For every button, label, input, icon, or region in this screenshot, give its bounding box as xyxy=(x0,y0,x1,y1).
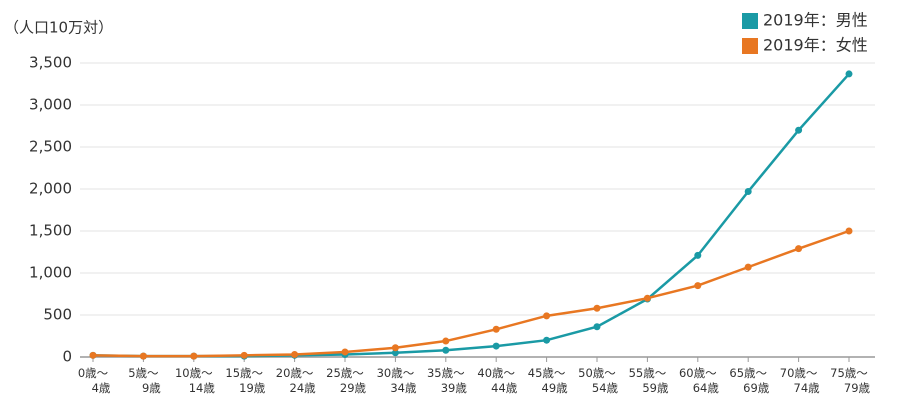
y-tick-label: 500 xyxy=(43,306,72,324)
y-tick-label: 2,500 xyxy=(29,138,72,156)
data-point xyxy=(593,323,601,331)
data-point xyxy=(391,349,399,357)
y-tick-label: 1,000 xyxy=(29,264,72,282)
series-line xyxy=(92,229,850,358)
x-tick-label: 5歳〜 9歳 xyxy=(128,366,161,395)
y-axis-label: （人口10万対） xyxy=(4,19,113,37)
x-tick-label: 35歳〜 39歳 xyxy=(427,366,467,395)
x-tick-label: 45歳〜 49歳 xyxy=(528,366,568,395)
data-point xyxy=(643,294,651,302)
data-point xyxy=(341,348,349,356)
data-point xyxy=(492,325,500,333)
x-tick-label: 60歳〜 64歳 xyxy=(679,366,719,395)
y-tick-label: 3,500 xyxy=(29,54,72,72)
data-point xyxy=(744,188,752,196)
x-tick-label: 50歳〜 54歳 xyxy=(578,366,618,395)
data-point xyxy=(694,251,702,259)
y-tick-label: 3,000 xyxy=(29,96,72,114)
data-point xyxy=(291,350,299,358)
x-tick-label: 55歳〜 59歳 xyxy=(629,366,669,395)
data-point xyxy=(139,352,147,360)
x-tick-label: 75歳〜 79歳 xyxy=(830,366,870,395)
data-point xyxy=(744,263,752,271)
data-point xyxy=(391,344,399,352)
data-point xyxy=(89,351,97,359)
data-point xyxy=(795,245,803,253)
x-tick-label: 30歳〜 34歳 xyxy=(377,366,417,395)
legend-swatch xyxy=(742,38,758,54)
y-tick-label: 0 xyxy=(62,348,72,366)
data-point xyxy=(492,342,500,350)
data-point xyxy=(845,70,853,78)
legend-label: 2019年：男性 xyxy=(763,11,868,30)
x-tick-label: 40歳〜 44歳 xyxy=(477,366,517,395)
data-point xyxy=(795,126,803,134)
x-tick-label: 70歳〜 74歳 xyxy=(780,366,820,395)
legend-swatch xyxy=(742,13,758,29)
data-point xyxy=(240,351,248,359)
data-point xyxy=(543,312,551,320)
data-point xyxy=(543,336,551,344)
x-tick-label: 15歳〜 19歳 xyxy=(225,366,265,395)
x-tick-label: 65歳〜 69歳 xyxy=(729,366,769,395)
y-tick-label: 2,000 xyxy=(29,180,72,198)
series-line xyxy=(92,73,850,358)
data-point xyxy=(845,227,853,235)
data-point xyxy=(442,337,450,345)
x-tick-label: 0歳〜 4歳 xyxy=(78,366,111,395)
x-tick-label: 10歳〜 14歳 xyxy=(175,366,215,395)
x-tick-label: 20歳〜 24歳 xyxy=(276,366,316,395)
data-point xyxy=(694,282,702,290)
y-tick-label: 1,500 xyxy=(29,222,72,240)
legend-label: 2019年：女性 xyxy=(763,36,868,55)
x-tick-label: 25歳〜 29歳 xyxy=(326,366,366,395)
data-point xyxy=(190,352,198,360)
data-point xyxy=(442,346,450,354)
data-point xyxy=(593,304,601,312)
